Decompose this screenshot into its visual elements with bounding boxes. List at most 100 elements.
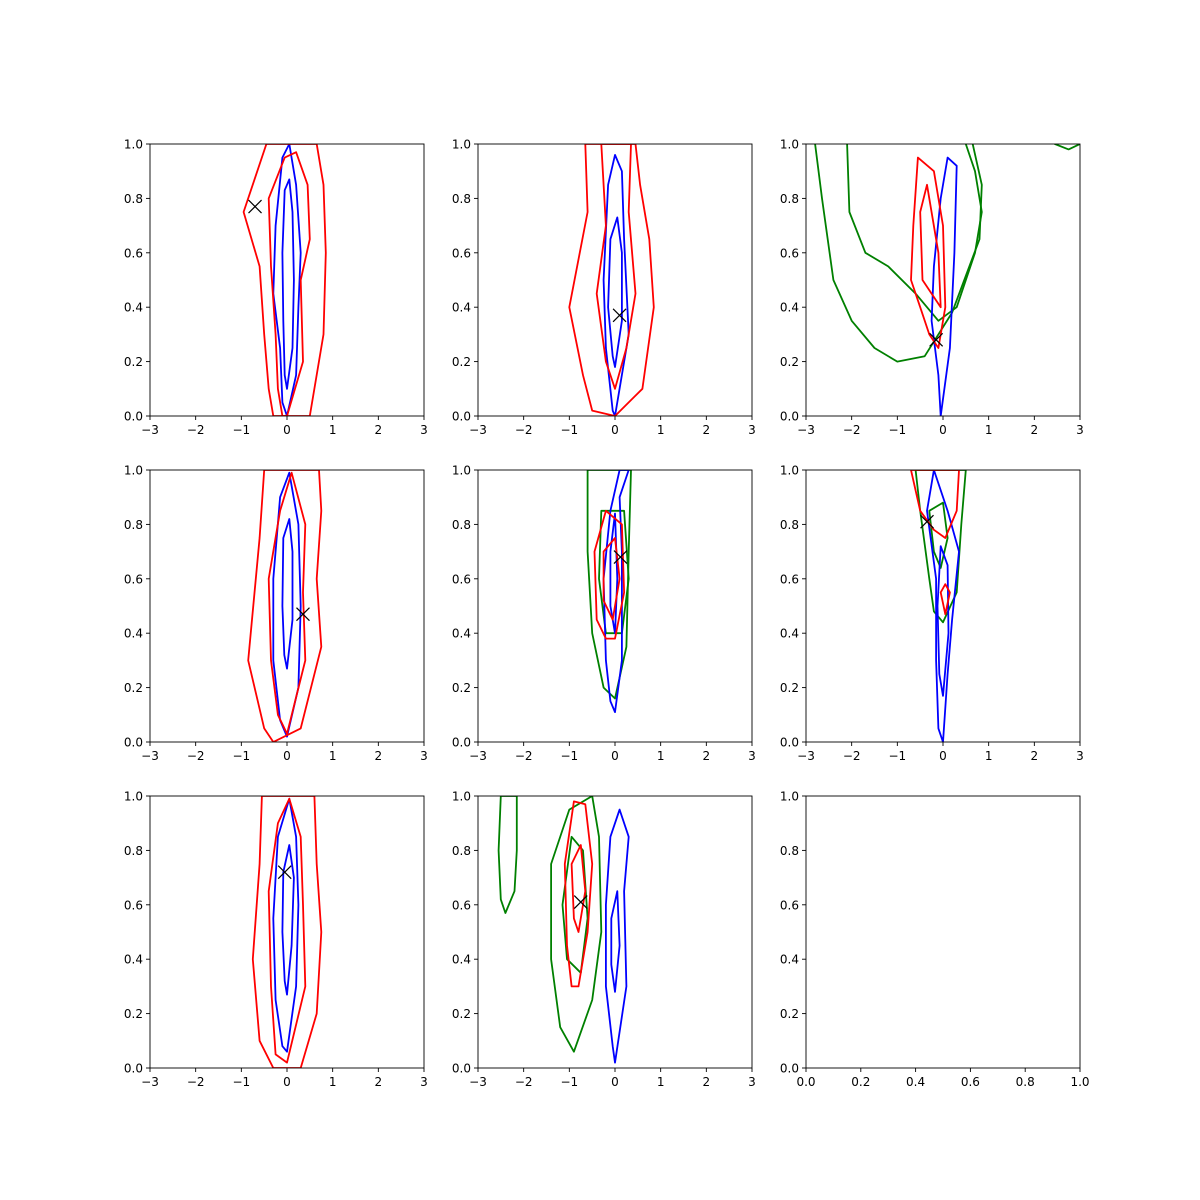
x-tick-label: 1 (657, 1075, 665, 1089)
x-tick-label: 1 (329, 749, 337, 763)
x-tick-label: −3 (469, 1075, 487, 1089)
x-tick-label: 3 (420, 749, 428, 763)
plot-area (814, 144, 1080, 416)
contour-blue-1 (607, 216, 623, 368)
x-marker (296, 607, 310, 622)
x-tick-label: 1 (329, 1075, 337, 1089)
axes-frame (149, 469, 425, 743)
contour-green-3 (561, 835, 589, 974)
y-tick-label: 1.0 (780, 790, 799, 804)
contour-red-5 (910, 156, 947, 349)
plot-area (910, 470, 967, 742)
x-tick-label: −1 (232, 1075, 250, 1089)
x-tick-label: −2 (187, 1075, 205, 1089)
y-tick-label: 0.4 (452, 627, 471, 641)
plot-area (242, 144, 327, 416)
contour-red-6 (939, 583, 951, 616)
x-marker (573, 895, 588, 910)
contour-blue-1 (281, 518, 294, 670)
y-tick-label: 0.8 (124, 844, 143, 858)
x-tick-label: 0 (283, 1075, 291, 1089)
x-tick-label: 0 (611, 423, 619, 437)
subplot-6: −3 −2 −1 0 1 2 3 0.0 0.2 0.4 0.6 0.8 1.0 (780, 464, 1084, 764)
plot-area (251, 796, 323, 1068)
contour-green-1 (586, 470, 632, 700)
contour-red-4 (568, 144, 655, 416)
x-tick-label: 3 (748, 1075, 756, 1089)
x-tick-label: −3 (141, 423, 159, 437)
x-tick-label: 0 (939, 423, 947, 437)
y-tick-label: 0.8 (124, 518, 143, 532)
y-tick-label: 0.2 (780, 1007, 799, 1021)
x-tick-label: 1.0 (1070, 1075, 1089, 1089)
x-marker (613, 550, 628, 564)
axes-frame (477, 795, 753, 1069)
contour-blue-2 (272, 471, 302, 738)
y-tick-label: 0.2 (124, 1007, 143, 1021)
x-marker (920, 514, 934, 529)
y-tick-label: 0.6 (780, 246, 799, 260)
x-tick-label: −3 (469, 749, 487, 763)
y-tick-label: 0.6 (452, 898, 471, 912)
y-tick-label: 0.0 (452, 736, 471, 750)
subplot-2: −3 −2 −1 0 1 2 3 0.0 0.2 0.4 0.6 0.8 1.0 (452, 138, 756, 438)
x-tick-label: 1 (657, 749, 665, 763)
x-tick-label: 3 (748, 423, 756, 437)
y-tick-label: 0.2 (780, 355, 799, 369)
contour-blue-3 (926, 470, 960, 742)
y-tick-label: 0.8 (780, 844, 799, 858)
x-tick-label: 0.6 (961, 1075, 980, 1089)
y-tick-label: 0.0 (780, 736, 799, 750)
y-tick-label: 0.8 (124, 192, 143, 206)
y-tick-label: 0.0 (124, 736, 143, 750)
x-marker (929, 332, 944, 347)
y-tick-label: 0.4 (452, 953, 471, 967)
y-tick-label: 0.2 (452, 1007, 471, 1021)
y-tick-label: 0.8 (452, 192, 471, 206)
y-tick-label: 0.2 (452, 355, 471, 369)
x-tick-label: −2 (843, 749, 861, 763)
x-tick-label: −1 (560, 749, 578, 763)
y-tick-label: 1.0 (452, 790, 471, 804)
y-tick-label: 0.6 (124, 246, 143, 260)
contour-red-3 (267, 151, 311, 416)
x-marker (248, 199, 262, 214)
x-tick-label: 1 (657, 423, 665, 437)
y-tick-label: 0.4 (780, 627, 799, 641)
y-tick-label: 0.4 (780, 953, 799, 967)
y-tick-label: 0.8 (780, 518, 799, 532)
x-tick-label: 0 (283, 423, 291, 437)
x-tick-label: 2 (375, 1075, 383, 1089)
x-tick-label: 1 (985, 423, 993, 437)
contour-green-2 (814, 144, 983, 363)
contour-blue-4 (605, 808, 630, 1064)
y-tick-label: 1.0 (780, 138, 799, 152)
axes-frame (477, 143, 753, 417)
contour-red-5 (593, 509, 625, 640)
y-tick-label: 0.6 (124, 572, 143, 586)
subplot-4: −3 −2 −1 0 1 2 3 0.0 0.2 0.4 0.6 0.8 1.0 (124, 464, 428, 764)
y-tick-label: 0.4 (124, 301, 143, 315)
y-tick-label: 0.0 (124, 1062, 143, 1076)
x-tick-label: −2 (515, 749, 533, 763)
x-tick-label: 2 (375, 749, 383, 763)
x-tick-label: −3 (469, 423, 487, 437)
subplot-9: 0.0 0.2 0.4 0.6 0.8 1.0 0.0 0.2 0.4 0.6 0.8 1.0 (780, 790, 1090, 1090)
contour-red-6 (602, 537, 621, 621)
x-tick-label: 0.2 (851, 1075, 870, 1089)
x-tick-label: 0.4 (906, 1075, 925, 1089)
x-tick-label: −3 (141, 749, 159, 763)
x-tick-label: −2 (515, 1075, 533, 1089)
y-tick-label: 0.0 (780, 410, 799, 424)
y-tick-label: 0.0 (452, 1062, 471, 1076)
y-tick-label: 0.2 (124, 355, 143, 369)
y-tick-label: 0.2 (452, 681, 471, 695)
contour-red-4 (247, 470, 323, 742)
y-tick-label: 0.6 (780, 898, 799, 912)
contour-blue-3 (602, 470, 630, 713)
axes-frame (149, 795, 425, 1069)
x-tick-label: −3 (797, 423, 815, 437)
x-tick-label: −2 (515, 423, 533, 437)
y-tick-label: 1.0 (124, 464, 143, 478)
